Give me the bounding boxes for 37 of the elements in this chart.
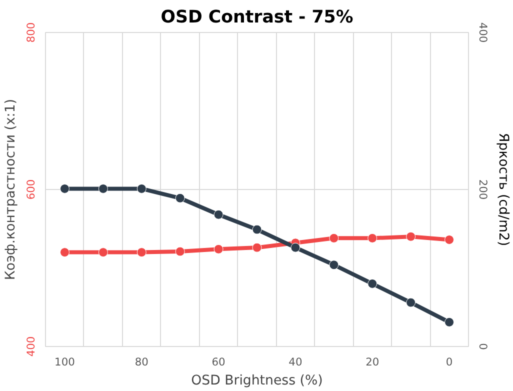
x-tick-label: 100 [54, 356, 76, 368]
point [444, 235, 454, 244]
point [98, 184, 108, 194]
x-tick-label: 40 [288, 356, 302, 368]
point [368, 278, 378, 288]
point [175, 246, 185, 256]
point [136, 248, 146, 258]
x-tick-label: 60 [212, 356, 226, 368]
y2-tick-label: 0 [476, 343, 490, 350]
y-tick-label: 400 [24, 336, 38, 357]
point [175, 193, 185, 203]
y2-tick-label: 200 [476, 179, 490, 200]
x-tick-label: 80 [134, 356, 149, 368]
point [406, 298, 416, 308]
y-tick-label: 800 [24, 22, 38, 43]
y2-axis-title: Яркость (cd/m2) [496, 132, 510, 246]
chart-title: OSD Contrast - 75% [160, 8, 354, 28]
point [252, 224, 262, 234]
point [60, 184, 70, 194]
point [290, 242, 300, 252]
point [368, 233, 378, 243]
x-axis-title: OSD Brightness (%) [191, 374, 323, 388]
y2-tick-label: 400 [476, 22, 490, 43]
point [98, 248, 108, 258]
point [329, 260, 339, 270]
point [252, 242, 262, 252]
point [444, 317, 454, 327]
y-tick-label: 600 [24, 179, 38, 200]
y-axis-title: Коэф.контрастности (x:1) [4, 98, 18, 280]
point [214, 210, 224, 220]
point [136, 184, 146, 194]
point [60, 248, 70, 258]
point [406, 232, 416, 242]
point [329, 233, 339, 243]
point [214, 244, 224, 254]
x-tick-label: 0 [446, 356, 453, 368]
x-tick-label: 20 [366, 356, 380, 368]
